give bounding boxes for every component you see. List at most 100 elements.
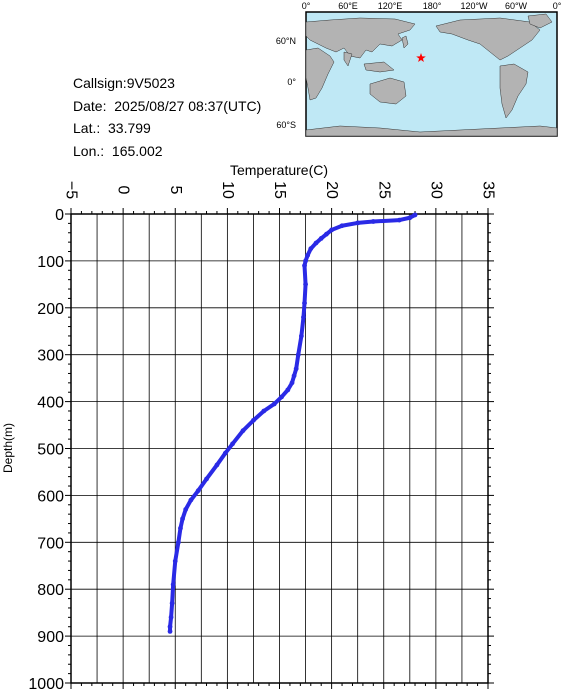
x-tick-labels: −5 0 5 10 15 20 25 30 35 [63, 181, 497, 199]
x-tick-label: 15 [271, 181, 288, 199]
y-tick-labels: 0 100 200 300 400 500 600 700 800 900 1000 [28, 207, 64, 690]
profile-point [303, 258, 308, 264]
profile-point [370, 219, 376, 224]
profile-point [285, 387, 291, 393]
land-australia [369, 77, 407, 105]
chart-ticks [65, 208, 494, 689]
date-text: Date: 2025/08/27 08:37(UTC) [73, 97, 262, 114]
profile-point [188, 497, 194, 503]
y-tick-label: 900 [37, 629, 64, 646]
profile-point [339, 223, 345, 229]
land-antarctica [305, 125, 558, 137]
profile-point [251, 417, 256, 423]
profile-point [167, 629, 173, 634]
x-tick-label: 30 [427, 181, 444, 199]
x-axis-title: Temperature(C) [230, 162, 328, 178]
profile-point [298, 333, 304, 339]
profile-point [305, 252, 311, 258]
y-tick-label: 500 [37, 442, 64, 459]
profile-point [204, 476, 209, 482]
map-label-60n: 60°N [276, 36, 296, 46]
y-tick-label: 600 [37, 488, 64, 505]
callsign-text: Callsign:9V5023 [73, 75, 175, 91]
x-tick-label: 0 [115, 186, 132, 195]
map-label-eq: 0° [287, 77, 296, 87]
profile-point [240, 428, 246, 434]
profile-line [168, 212, 418, 634]
profile-point [295, 352, 301, 358]
profile-point [412, 212, 418, 218]
x-tick-label: 35 [480, 181, 497, 199]
profile-point [172, 558, 178, 564]
x-tick-label: 5 [167, 186, 184, 195]
map-label-60s: 60°S [276, 120, 296, 130]
profile-point [313, 240, 319, 246]
profile-point [195, 488, 201, 494]
profile-point [291, 373, 297, 379]
map-label-0w: 0° [553, 1, 562, 11]
temperature-profile [167, 212, 418, 634]
map-label-180: 180° [423, 1, 442, 11]
profile-point [183, 507, 189, 512]
land-india [343, 51, 353, 67]
land-eurasia [305, 17, 416, 59]
x-tick-label: 10 [219, 181, 236, 199]
longitude-text: Lon.: 165.002 [73, 142, 163, 159]
profile-point [318, 235, 324, 241]
land-south-america [499, 63, 529, 119]
profile-point [293, 366, 299, 372]
profile-point [271, 401, 277, 407]
y-tick-label: 300 [37, 348, 64, 365]
profile-point [324, 231, 329, 237]
profile-point [167, 624, 173, 630]
profile-point [396, 217, 402, 223]
x-tick-label: 25 [375, 181, 392, 199]
profile-point [170, 582, 176, 587]
y-tick-label: 0 [55, 207, 64, 224]
profile-point [178, 525, 183, 531]
y-tick-label: 700 [37, 535, 64, 552]
station-info: Callsign:9V5023 Date: 2025/08/27 08:37(U… [73, 72, 261, 162]
profile-point [308, 246, 314, 252]
map-label-60w: 60°W [505, 1, 528, 11]
x-tick-label: 20 [323, 181, 340, 199]
profile-point [168, 614, 174, 620]
y-axis-title: Depth(m) [1, 423, 15, 473]
profile-point [302, 300, 307, 306]
land-greenland [527, 13, 553, 29]
map-land [305, 13, 558, 137]
profile-point [230, 441, 235, 447]
profile-point [279, 394, 284, 400]
profile-point [222, 450, 228, 456]
profile-point [169, 600, 175, 606]
map-label-60e: 60°E [338, 1, 358, 11]
map-top-labels: 0° 60°E 120°E 180° 120°W 60°W 0° [302, 1, 562, 11]
map-left-labels: 60°N 0° 60°S [276, 36, 297, 130]
world-map: 0° 60°E 120°E 180° 120°W 60°W 0° 60°N 0°… [276, 1, 562, 137]
y-tick-label: 200 [37, 301, 64, 318]
y-tick-label: 800 [37, 582, 64, 599]
profile-point [303, 281, 308, 287]
y-tick-label: 1000 [28, 676, 64, 690]
profile-point [329, 227, 335, 233]
map-label-120w: 120°W [460, 1, 488, 11]
y-tick-label: 100 [37, 254, 64, 271]
station-marker [416, 53, 426, 62]
profile-point [289, 380, 295, 386]
profile-point [407, 215, 413, 221]
profile-point [302, 263, 307, 268]
y-tick-label: 400 [37, 395, 64, 412]
land-north-america [435, 17, 541, 61]
profile-point [180, 516, 185, 522]
profile-point [355, 220, 361, 226]
profile-point [214, 462, 220, 468]
profile-point [175, 539, 181, 545]
profile-point [261, 408, 267, 414]
map-label-120e: 120°E [378, 1, 403, 11]
profile-point [301, 314, 306, 320]
map-label-0e: 0° [302, 1, 311, 11]
chart-grid [71, 214, 488, 683]
land-indonesia [363, 61, 395, 73]
land-africa [305, 47, 335, 101]
